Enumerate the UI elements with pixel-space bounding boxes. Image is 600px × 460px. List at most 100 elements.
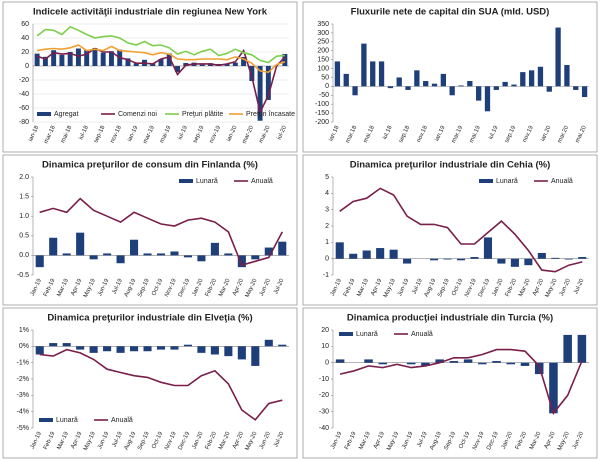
bar xyxy=(103,346,112,352)
chart-panel: Dinamica producţiei industriale din Turc… xyxy=(302,307,598,459)
bar xyxy=(249,66,255,82)
bar xyxy=(361,43,367,87)
bar xyxy=(241,56,247,66)
panel-frame xyxy=(2,307,298,459)
y-tick-label: -0.5 xyxy=(17,272,29,279)
panel-frame xyxy=(2,154,298,306)
bar xyxy=(125,58,131,66)
bar xyxy=(449,361,459,363)
y-tick-label: 100 xyxy=(317,65,329,72)
bar xyxy=(334,61,341,87)
bar xyxy=(563,334,572,363)
bar xyxy=(458,85,464,87)
bar xyxy=(577,334,587,363)
bar xyxy=(528,70,535,87)
y-tick-label: 2.0 xyxy=(19,174,29,181)
bar xyxy=(537,66,544,87)
chart-title: Dinamica preţurilor industriale din Elve… xyxy=(47,313,252,324)
y-tick-label: 0 xyxy=(25,63,29,70)
bar xyxy=(555,27,561,87)
y-tick-label: -40 xyxy=(319,425,329,432)
y-tick-label: -100 xyxy=(315,101,329,108)
bar xyxy=(175,66,180,73)
bar xyxy=(67,51,73,66)
legend-swatch xyxy=(179,179,193,183)
bar xyxy=(166,53,172,66)
bar xyxy=(108,51,114,66)
bar xyxy=(463,359,473,363)
y-tick-label: 20 xyxy=(21,49,29,56)
bar xyxy=(210,346,219,355)
bar xyxy=(232,62,238,66)
y-tick-label: -60 xyxy=(19,105,29,112)
y-tick-label: 1 xyxy=(325,239,329,246)
bar xyxy=(264,247,273,256)
bar xyxy=(51,50,57,66)
bar xyxy=(278,241,287,256)
bar xyxy=(423,81,429,87)
y-tick-label: 50 xyxy=(321,74,329,81)
bar xyxy=(237,346,246,360)
bar xyxy=(440,73,446,87)
y-tick-label: 0.5 xyxy=(19,233,29,240)
bar xyxy=(264,339,273,347)
bar xyxy=(35,255,44,268)
legend-label: Anuală xyxy=(251,178,273,185)
bar xyxy=(251,346,260,366)
line xyxy=(339,348,583,415)
bar xyxy=(573,86,579,90)
chart-title: Dinamica preţurilor industriale din Cehi… xyxy=(350,160,551,171)
legend-swatch xyxy=(479,179,493,183)
y-tick-label: 40 xyxy=(21,35,29,42)
y-tick-label: -20 xyxy=(19,77,29,84)
legend-swatch xyxy=(339,332,353,336)
line xyxy=(36,47,286,115)
bar xyxy=(34,53,40,66)
y-tick-label: -4% xyxy=(17,409,29,416)
y-tick-label: -40 xyxy=(19,91,29,98)
bar xyxy=(197,346,206,353)
bar xyxy=(42,56,48,66)
bar xyxy=(35,346,44,355)
panel-frame xyxy=(302,1,598,153)
bar xyxy=(470,257,479,259)
bar xyxy=(483,237,492,259)
bar xyxy=(546,86,552,92)
bar xyxy=(237,255,246,268)
bar xyxy=(578,257,587,259)
y-tick-label: 1.0 xyxy=(19,213,29,220)
bar xyxy=(156,346,166,350)
panel-frame xyxy=(2,1,298,153)
bar xyxy=(116,255,125,264)
bar xyxy=(76,346,85,350)
y-tick-label: -200 xyxy=(315,119,329,126)
bar xyxy=(403,258,412,264)
y-tick-label: 0 xyxy=(325,360,329,367)
legend-label: Lunară xyxy=(56,417,78,424)
bar xyxy=(376,248,385,259)
bar xyxy=(520,72,526,87)
bar xyxy=(224,253,233,256)
bar xyxy=(103,253,112,256)
bar xyxy=(170,346,179,350)
bar xyxy=(396,77,402,87)
legend-label: Anuală xyxy=(411,331,433,338)
y-tick-label: 200 xyxy=(317,48,329,55)
line xyxy=(36,44,286,74)
legend-label: Preţuri plătite xyxy=(182,111,223,118)
bar xyxy=(89,346,98,353)
x-tick-label: iul-20 xyxy=(276,124,288,140)
bar xyxy=(511,84,517,87)
bar xyxy=(224,346,233,357)
bar xyxy=(89,255,98,260)
bar xyxy=(431,83,438,87)
bar xyxy=(49,237,58,256)
bar xyxy=(510,258,519,267)
bar xyxy=(343,73,349,87)
y-tick-label: 4 xyxy=(325,190,329,197)
bar xyxy=(197,255,206,262)
bar xyxy=(158,58,164,66)
y-tick-label: -10 xyxy=(319,376,329,383)
bar xyxy=(497,258,506,264)
legend-label: Agregat xyxy=(54,111,79,118)
